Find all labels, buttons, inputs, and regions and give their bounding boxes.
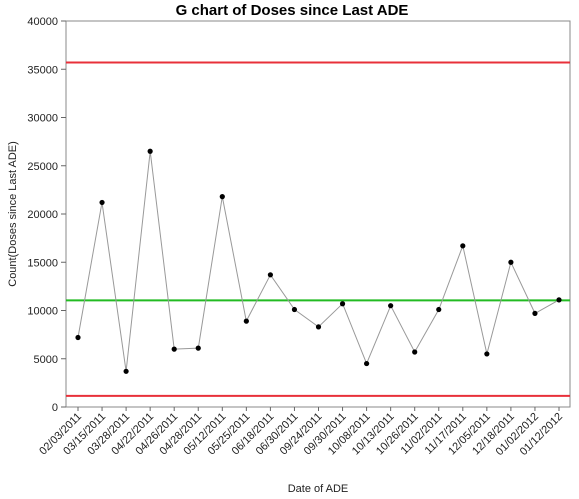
data-point [75, 334, 81, 341]
y-axis-label: Count(Doses since Last ADE) [7, 141, 19, 287]
data-point [508, 259, 514, 265]
data-point [315, 324, 322, 330]
data-point [99, 199, 105, 206]
x-axis-label: Date of ADE [288, 483, 349, 495]
chart-title: G chart of Doses since Last ADE [176, 2, 409, 19]
y-tick-label: 0 [52, 402, 58, 414]
y-tick-label: 10000 [27, 306, 58, 318]
data-point [388, 303, 394, 309]
plot-area [65, 20, 571, 408]
data-point [267, 272, 273, 278]
data-point [484, 351, 490, 357]
data-point [147, 148, 153, 154]
data-point [556, 297, 562, 303]
reference-lines [66, 61, 570, 397]
y-tick-label: 5000 [34, 354, 58, 366]
data-point [339, 301, 346, 307]
y-tick-label: 15000 [27, 257, 58, 269]
y-tick-label: 40000 [27, 16, 58, 28]
data-point [195, 345, 201, 351]
data-point [123, 368, 129, 374]
y-tick-label: 20000 [27, 209, 58, 221]
x-axis: 02/03/201103/15/201103/28/201104/22/2011… [37, 407, 565, 458]
data-point [436, 306, 442, 313]
data-point [364, 360, 370, 367]
data-point [460, 243, 466, 249]
y-tick-label: 30000 [27, 113, 58, 125]
y-axis: 0 5000 10000 15000 20000 25000 30000 35000 40000 [27, 16, 66, 414]
data-series [75, 148, 562, 374]
data-point [532, 310, 538, 316]
y-tick-label: 25000 [27, 161, 58, 173]
data-point [219, 194, 225, 200]
y-tick-label: 35000 [27, 64, 58, 76]
data-point [243, 318, 249, 324]
data-point [412, 349, 418, 355]
data-point [291, 306, 298, 313]
data-point [171, 346, 177, 352]
